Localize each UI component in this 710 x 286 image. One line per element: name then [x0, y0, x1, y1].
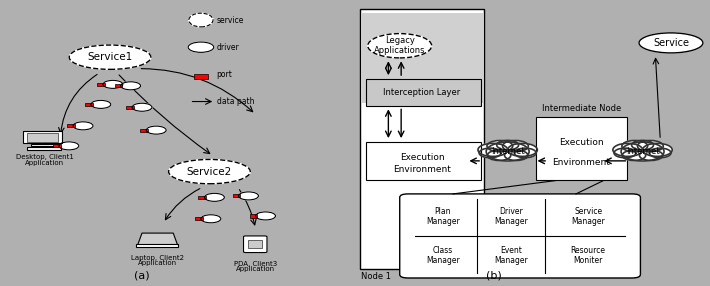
Circle shape — [91, 100, 111, 108]
FancyBboxPatch shape — [31, 144, 58, 146]
Bar — [53, 144, 60, 148]
FancyBboxPatch shape — [27, 147, 61, 150]
Text: Execution: Execution — [559, 138, 604, 147]
Bar — [141, 128, 148, 132]
Circle shape — [146, 126, 166, 134]
FancyBboxPatch shape — [536, 117, 627, 180]
Ellipse shape — [614, 148, 636, 158]
Text: Execution: Execution — [400, 152, 444, 162]
Bar — [195, 217, 203, 220]
Ellipse shape — [486, 142, 529, 161]
Ellipse shape — [622, 140, 648, 152]
Ellipse shape — [632, 140, 653, 150]
Ellipse shape — [505, 150, 528, 160]
Circle shape — [121, 82, 141, 90]
Ellipse shape — [640, 150, 663, 160]
Circle shape — [59, 142, 79, 150]
Ellipse shape — [487, 140, 513, 152]
Circle shape — [132, 103, 152, 111]
Text: Node 1: Node 1 — [361, 272, 391, 281]
Circle shape — [188, 42, 214, 52]
Text: Service2: Service2 — [187, 167, 232, 176]
Bar — [67, 124, 75, 127]
Text: Service
Manager: Service Manager — [572, 207, 605, 226]
FancyBboxPatch shape — [361, 13, 483, 103]
Text: Application: Application — [138, 260, 178, 266]
Ellipse shape — [639, 33, 703, 53]
Text: port: port — [217, 70, 232, 79]
Text: Desktop, Client1: Desktop, Client1 — [16, 154, 74, 160]
FancyBboxPatch shape — [360, 9, 484, 269]
Text: Legacy
Applications: Legacy Applications — [374, 36, 425, 55]
Ellipse shape — [508, 143, 537, 156]
Text: data path: data path — [217, 97, 254, 106]
Bar — [194, 74, 208, 79]
FancyBboxPatch shape — [27, 133, 58, 142]
Text: Laptop, Client2: Laptop, Client2 — [131, 255, 184, 261]
Ellipse shape — [638, 140, 663, 152]
Text: Resource
Moniter: Resource Moniter — [571, 246, 606, 265]
Text: Internet: Internet — [626, 147, 660, 156]
FancyBboxPatch shape — [400, 194, 640, 278]
Ellipse shape — [368, 34, 432, 58]
Text: Plan
Manager: Plan Manager — [426, 207, 459, 226]
Text: service: service — [217, 15, 244, 25]
Bar — [199, 196, 207, 199]
Text: driver: driver — [217, 43, 239, 52]
Bar — [115, 84, 123, 87]
Text: Class
Manager: Class Manager — [426, 246, 459, 265]
Circle shape — [201, 215, 221, 223]
Text: Application: Application — [25, 160, 65, 166]
Bar — [97, 83, 105, 86]
Ellipse shape — [70, 45, 151, 69]
FancyBboxPatch shape — [244, 236, 267, 253]
Text: (b): (b) — [486, 271, 501, 281]
Ellipse shape — [497, 140, 518, 150]
Ellipse shape — [487, 150, 510, 160]
Ellipse shape — [503, 140, 528, 152]
Bar — [85, 103, 92, 106]
FancyBboxPatch shape — [248, 240, 262, 248]
Ellipse shape — [514, 148, 536, 158]
Ellipse shape — [169, 160, 250, 184]
Ellipse shape — [189, 13, 213, 27]
Text: Service: Service — [653, 38, 689, 48]
Ellipse shape — [622, 150, 645, 160]
Text: Interception Layer: Interception Layer — [383, 88, 461, 97]
FancyBboxPatch shape — [136, 244, 178, 247]
Circle shape — [256, 212, 275, 220]
Bar — [250, 214, 258, 217]
Bar — [232, 194, 240, 197]
Polygon shape — [138, 233, 178, 245]
Text: (a): (a) — [134, 270, 150, 280]
Ellipse shape — [613, 143, 643, 156]
Text: Internet: Internet — [491, 147, 525, 156]
Text: Intermediate Node: Intermediate Node — [542, 104, 621, 113]
Text: Application: Application — [236, 266, 275, 272]
Circle shape — [239, 192, 258, 200]
Text: PDA, Client3: PDA, Client3 — [234, 261, 277, 267]
FancyBboxPatch shape — [23, 131, 62, 143]
Ellipse shape — [649, 148, 671, 158]
Ellipse shape — [479, 148, 501, 158]
Text: Environment: Environment — [552, 158, 611, 167]
FancyBboxPatch shape — [366, 142, 481, 180]
Text: Environment: Environment — [393, 165, 451, 174]
FancyBboxPatch shape — [366, 79, 481, 106]
Ellipse shape — [621, 142, 664, 161]
Circle shape — [204, 193, 224, 201]
Circle shape — [103, 80, 123, 88]
Circle shape — [73, 122, 93, 130]
Ellipse shape — [478, 143, 508, 156]
Text: Event
Manager: Event Manager — [494, 246, 528, 265]
Ellipse shape — [643, 143, 672, 156]
Text: Driver
Manager: Driver Manager — [494, 207, 528, 226]
Bar — [126, 106, 134, 109]
Text: Service1: Service1 — [87, 52, 133, 62]
